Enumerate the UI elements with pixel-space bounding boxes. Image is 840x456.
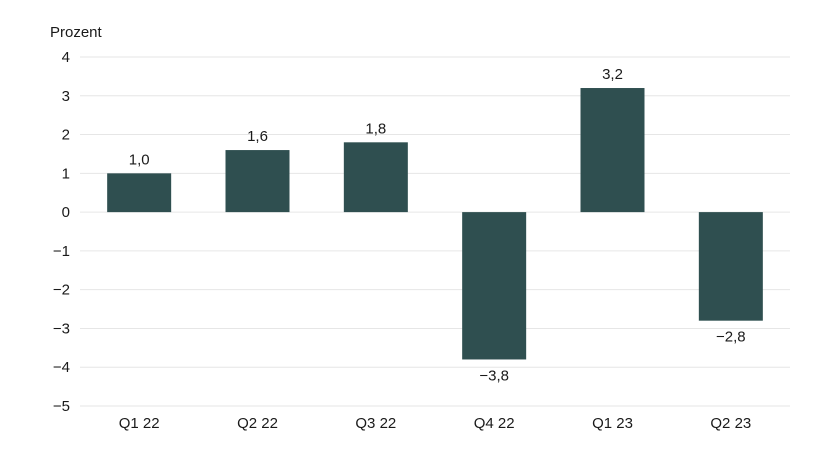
x-tick-label: Q1 22 — [119, 415, 160, 432]
y-tick-label: 1 — [62, 165, 70, 182]
y-tick-label: −2 — [53, 282, 70, 299]
x-tick-label: Q2 22 — [237, 415, 278, 432]
bar-value-label: −3,8 — [479, 367, 509, 384]
y-tick-label: −3 — [53, 320, 70, 337]
y-tick-label: 2 — [62, 127, 70, 144]
y-tick-label: −4 — [53, 359, 70, 376]
data-labels: 1,0 1,6 1,8 −3,8 3,2 −2,8 — [129, 66, 746, 384]
x-tick-label: Q4 22 — [474, 415, 515, 432]
bar — [698, 212, 763, 321]
bars — [107, 88, 763, 360]
bar-value-label: 3,2 — [602, 66, 623, 83]
bar-value-label: 1,6 — [247, 128, 268, 145]
x-axis-ticks: Q1 22 Q2 22 Q3 22 Q4 22 Q1 23 Q2 23 — [119, 415, 752, 432]
bar — [107, 173, 172, 213]
y-tick-label: 3 — [62, 88, 70, 105]
bar-value-label: 1,0 — [129, 151, 150, 168]
y-tick-label: −1 — [53, 243, 70, 260]
bar-value-label: −2,8 — [716, 329, 746, 346]
y-tick-label: −5 — [53, 398, 70, 415]
x-tick-label: Q3 22 — [355, 415, 396, 432]
x-tick-label: Q1 23 — [592, 415, 633, 432]
bar — [462, 212, 527, 360]
x-tick-label: Q2 23 — [710, 415, 751, 432]
y-tick-label: 0 — [62, 204, 70, 221]
y-axis-ticks: 4 3 2 1 0 −1 −2 −3 −4 −5 — [53, 49, 70, 415]
bar — [580, 88, 645, 213]
bar-value-label: 1,8 — [365, 120, 386, 137]
grid — [80, 56, 790, 407]
y-tick-label: 4 — [62, 49, 70, 66]
y-axis-unit-label: Prozent — [50, 24, 103, 41]
bar — [343, 142, 408, 213]
bar — [225, 150, 290, 213]
